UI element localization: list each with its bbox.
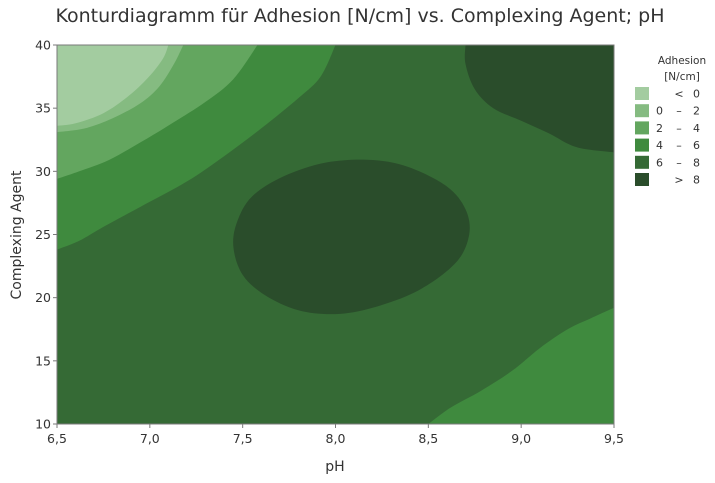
- chart-title: Konturdiagramm für Adhesion [N/cm] vs. C…: [55, 5, 664, 27]
- x-tick-label: 6,5: [47, 431, 67, 446]
- legend-swatch: [635, 155, 649, 169]
- legend-operator: –: [676, 105, 682, 118]
- legend-low-label: 2: [656, 122, 663, 135]
- legend-title-line2: [N/cm]: [664, 71, 700, 83]
- x-tick-label: 7,5: [233, 431, 253, 446]
- legend-high-label: 8: [693, 156, 700, 169]
- x-tick-label: 8,0: [326, 431, 346, 446]
- contour-region-5: [464, 45, 614, 153]
- y-tick-label: 15: [35, 353, 51, 368]
- x-axis-label: pH: [325, 459, 344, 475]
- y-tick-label: 20: [35, 290, 51, 305]
- y-tick-label: 30: [35, 164, 51, 179]
- legend-swatch: [635, 121, 649, 135]
- legend-swatch: [635, 104, 649, 118]
- legend-swatch: [635, 173, 649, 186]
- legend-operator: >: [674, 174, 683, 187]
- legend-low-label: 6: [656, 156, 663, 169]
- legend-high-label: 2: [693, 105, 700, 118]
- y-tick-label: 25: [35, 227, 51, 242]
- contour-region-3: [57, 45, 169, 126]
- legend-title-line1: Adhesion: [658, 55, 706, 67]
- legend-high-label: 4: [693, 122, 700, 135]
- y-tick-label: 35: [35, 101, 51, 116]
- legend-high-label: 0: [693, 88, 700, 101]
- plot-area: [57, 45, 614, 424]
- legend-operator: –: [676, 156, 682, 169]
- contour-region-4: [233, 159, 470, 315]
- legend: Adhesion [N/cm] <00–22–44–66–8> 8: [635, 55, 706, 187]
- legend-operator: –: [676, 122, 682, 135]
- legend-low-label: 0: [656, 105, 663, 118]
- x-tick-label: 9,5: [604, 431, 624, 446]
- contour-region-6: [428, 307, 614, 424]
- y-tick-label: 10: [35, 417, 51, 432]
- legend-swatch: [635, 87, 649, 100]
- axes: 6,5 7,0 7,5 8,0 8,5 9,0 9,5 10 15 20 25 30 35 40: [35, 38, 624, 447]
- legend-swatch: [635, 138, 649, 152]
- legend-high-label: 6: [693, 139, 700, 152]
- legend-low-label: 4: [656, 139, 663, 152]
- legend-operator: –: [676, 139, 682, 152]
- y-axis-label: Complexing Agent: [9, 170, 25, 299]
- x-tick-label: 7,0: [140, 431, 160, 446]
- legend-high-label: 8: [693, 174, 700, 187]
- x-tick-label: 8,5: [418, 431, 438, 446]
- x-tick-label: 9,0: [511, 431, 531, 446]
- y-tick-label: 40: [35, 38, 51, 53]
- legend-operator: <: [674, 88, 683, 101]
